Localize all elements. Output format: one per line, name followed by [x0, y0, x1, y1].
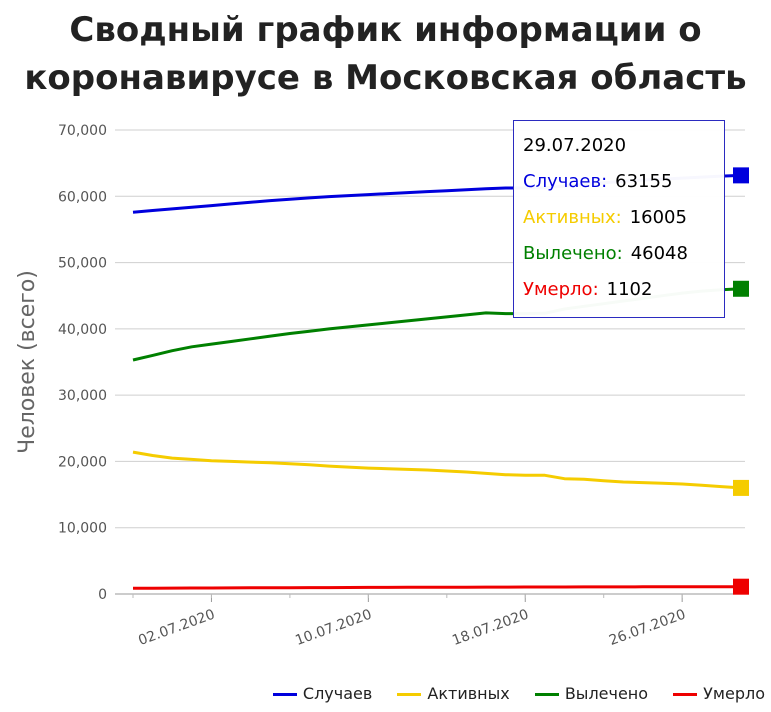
y-tick-label: 50,000 [58, 256, 107, 272]
series-end-marker-0[interactable] [733, 167, 749, 184]
legend-swatch [272, 693, 297, 696]
y-tick-label: 30,000 [58, 388, 107, 404]
chart-title-bold: Сводный график [69, 10, 403, 50]
legend-item-cases[interactable]: Случаев [272, 684, 373, 703]
tooltip: 29.07.2020 Случаев: 63155 Активных: 16005 … [513, 120, 725, 318]
tooltip-label: Активных: [523, 207, 622, 228]
series-lines [132, 173, 742, 590]
tooltip-value: 63155 [615, 171, 673, 192]
legend-item-deaths[interactable]: Умерло [673, 684, 765, 703]
tooltip-row-active: Активных: 16005 [523, 207, 724, 243]
x-tick-label: 26.07.2020 [607, 607, 688, 649]
tooltip-label: Вылечено: [523, 243, 623, 264]
tooltip-label: Умерло: [523, 279, 599, 300]
legend-label: Активных [427, 684, 510, 703]
tooltip-date: 29.07.2020 [523, 135, 627, 156]
legend-swatch [673, 693, 698, 696]
y-tick-label: 70,000 [58, 123, 107, 139]
x-axis-ticks: 02.07.2020 10.07.2020 18.07.2020 26.07.2020 [132, 594, 688, 649]
series-end-marker-3[interactable] [733, 578, 749, 595]
tooltip-value: 16005 [629, 207, 687, 228]
series-end-markers [733, 167, 749, 595]
tooltip-row-cases: Случаев: 63155 [523, 171, 724, 207]
legend-label: Вылечено [564, 684, 649, 703]
y-tick-label: 20,000 [58, 454, 107, 470]
y-tick-label: 10,000 [58, 521, 107, 537]
legend-swatch [534, 693, 559, 696]
x-tick-label: 10.07.2020 [293, 607, 374, 649]
x-tick-label: 18.07.2020 [450, 607, 531, 649]
series-line-3[interactable] [133, 585, 741, 590]
series-end-marker-2[interactable] [733, 280, 749, 297]
series-end-marker-1[interactable] [733, 479, 749, 496]
series-line-1[interactable] [132, 450, 742, 490]
tooltip-row-deaths: Умерло: 1102 [523, 279, 724, 315]
y-tick-label: 60,000 [58, 189, 107, 205]
tooltip-value: 46048 [630, 243, 688, 264]
y-tick-label: 0 [98, 587, 107, 603]
tooltip-value: 1102 [606, 279, 653, 300]
y-tick-label: 40,000 [58, 322, 107, 338]
chart-title-rest: информации о коронавирусе в Московская о… [24, 10, 747, 98]
tooltip-label: Случаев: [523, 171, 608, 192]
chart-title: Сводный график информации о коронавирусе… [0, 6, 771, 102]
legend-item-active[interactable]: Активных [397, 684, 510, 703]
legend-label: Случаев [302, 684, 373, 703]
y-axis-ticks: 0 10,000 20,000 30,000 40,000 50,000 60,000 70,… [58, 123, 107, 603]
tooltip-row-recovered: Вылечено: 46048 [523, 243, 724, 279]
legend-swatch [397, 693, 422, 696]
legend-item-recovered[interactable]: Вылечено [534, 684, 649, 703]
x-tick-label: 02.07.2020 [136, 607, 217, 649]
legend: Случаев Активных Вылечено Умерло [253, 684, 765, 703]
legend-label: Умерло [703, 684, 765, 703]
y-axis-label: Человек (всего) [15, 270, 40, 454]
